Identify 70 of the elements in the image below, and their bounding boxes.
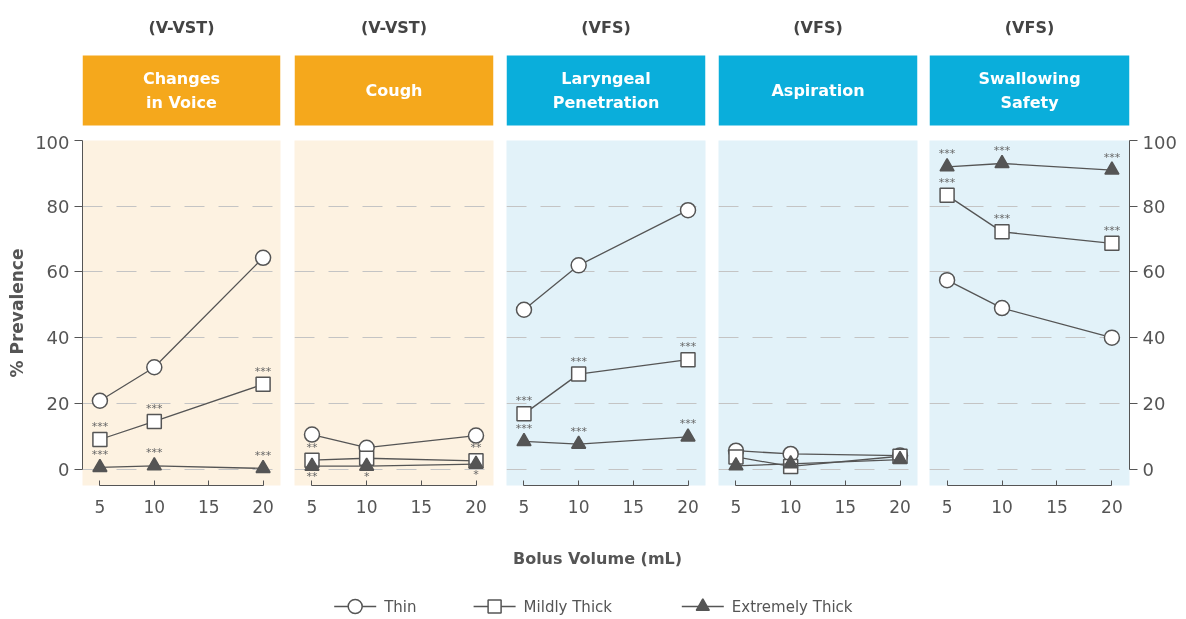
y-tick-label: 40 — [1142, 327, 1166, 349]
annotation: *** — [515, 394, 533, 408]
y-tick-label: 60 — [1142, 261, 1166, 283]
chart-title: (V-VST) — [148, 18, 215, 37]
annotation: *** — [254, 364, 272, 378]
annotation: *** — [679, 340, 697, 354]
chart-title: (VFS) — [1004, 18, 1055, 37]
y-tick-label: 60 — [46, 261, 70, 283]
annotation: *** — [91, 420, 109, 433]
chart-subtitle: Laryngeal Penetration — [552, 68, 660, 113]
annotation: *** — [938, 147, 956, 161]
annotation: *** — [570, 354, 588, 368]
x-tick-label: 15 — [410, 496, 433, 517]
annotation: *** — [1103, 150, 1121, 164]
chart-title: (VFS) — [581, 18, 631, 37]
x-tick-label: 10 — [991, 496, 1013, 517]
x-tick-label: 20 — [889, 496, 911, 517]
y-tick-label: 40 — [46, 327, 70, 349]
chart-title: (VFS) — [793, 18, 843, 37]
legend-label: Thin — [383, 597, 417, 616]
x-tick-label: 15 — [1046, 496, 1068, 517]
annotation: *** — [993, 212, 1011, 226]
annotation: *** — [146, 446, 164, 460]
annotation: ** — [470, 441, 483, 455]
y-tick-label: 0 — [58, 458, 70, 480]
x-tick-label: 5 — [941, 496, 953, 517]
x-tick-label: 20 — [465, 496, 487, 517]
x-tick-label: 5 — [94, 496, 106, 517]
y-axis-title: % Prevalence — [7, 248, 28, 378]
y-tick-label: 20 — [46, 392, 70, 414]
annotation: *** — [679, 417, 697, 431]
x-tick-label: 10 — [779, 496, 802, 517]
y-tick-label: 100 — [1142, 131, 1177, 153]
y-tick-label: 100 — [35, 131, 70, 153]
annotation: *** — [91, 447, 109, 461]
y-tick-label: 80 — [1142, 195, 1166, 217]
annotation: * — [473, 467, 480, 481]
annotation: *** — [570, 424, 588, 438]
annotation: ** — [306, 440, 318, 454]
x-tick-label: 20 — [677, 496, 699, 517]
x-axis-title: Bolus Volume (mL) — [512, 549, 683, 568]
annotation: *** — [993, 144, 1011, 157]
x-tick-label: 5 — [518, 496, 530, 517]
x-tick-label: 10 — [567, 496, 590, 517]
x-tick-label: 15 — [197, 496, 220, 517]
x-tick-label: 10 — [355, 496, 378, 517]
y-tick-label: 80 — [46, 195, 70, 217]
x-tick-label: 10 — [143, 496, 166, 517]
x-tick-label: 15 — [834, 496, 857, 517]
y-tick-label: 20 — [1142, 392, 1166, 414]
legend-label: Mildly Thick — [523, 597, 613, 616]
chart-title: (V-VST) — [360, 18, 428, 37]
x-tick-label: 20 — [1101, 496, 1123, 517]
x-tick-label: 15 — [622, 496, 645, 517]
chart-subtitle: Aspiration — [771, 81, 865, 100]
annotation: ** — [306, 469, 318, 483]
chart-subtitle: Changes in Voice — [142, 68, 221, 113]
chart-subtitle: Swallowing Safety — [978, 68, 1081, 113]
annotation: * — [363, 469, 370, 483]
legend-label: Extremely Thick — [731, 597, 853, 616]
annotation: *** — [254, 448, 272, 462]
x-tick-label: 5 — [306, 496, 318, 517]
annotation: *** — [938, 175, 956, 189]
chart-subtitle: Cough — [365, 81, 423, 100]
annotation: *** — [515, 421, 533, 435]
x-tick-label: 20 — [252, 496, 274, 517]
x-tick-label: 5 — [730, 496, 742, 517]
annotation: *** — [1103, 223, 1121, 237]
y-tick-label: 0 — [1142, 458, 1154, 480]
annotation: *** — [146, 401, 164, 415]
